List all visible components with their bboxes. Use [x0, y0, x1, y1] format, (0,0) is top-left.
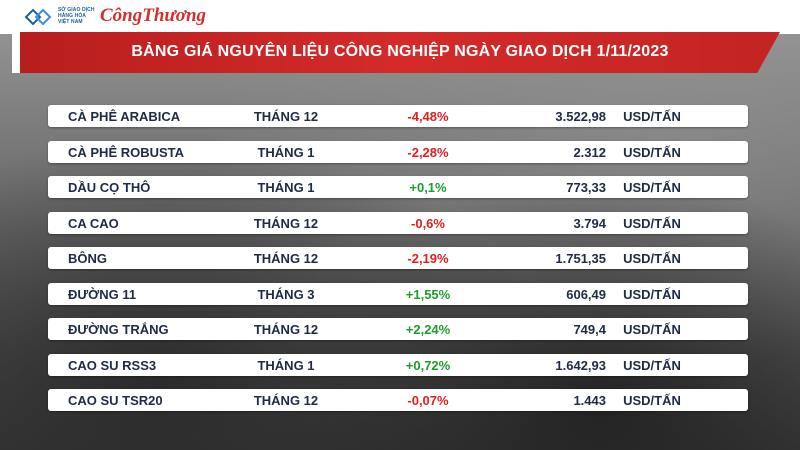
title-bar: BẢNG GIÁ NGUYÊN LIỆU CÔNG NGHIỆP NGÀY GI…	[20, 32, 780, 73]
commodity-name: CÀ PHÊ ROBUSTA	[68, 144, 185, 160]
table-row: CA CAO THÁNG 12 -0,6% 3.794 USD/TẤN	[48, 211, 748, 234]
price-unit: USD/TẤN	[623, 322, 681, 337]
price-unit: USD/TẤN	[623, 180, 681, 195]
commodity-name: CAO SU TSR20	[68, 393, 163, 408]
price-value: 1.751,35	[555, 251, 606, 266]
price-value: 1.642,93	[555, 357, 606, 373]
price-unit: USD/TẤN	[623, 393, 681, 408]
table-row: CÀ PHÊ ARABICA THÁNG 12 -4,48% 3.522,98 USD/…	[48, 105, 748, 127]
price-change: +0,1%	[409, 180, 447, 195]
exchange-logo-icon	[24, 8, 52, 26]
price-unit: USD/TẤN	[623, 286, 681, 302]
price-change: -0,6%	[411, 215, 445, 231]
contract-month: THÁNG 1	[257, 180, 315, 195]
table-row: ĐƯỜNG 11 THÁNG 3 +1,55% 606,49 USD/TẤN	[48, 282, 748, 305]
contract-month: THÁNG 12	[253, 215, 319, 231]
table-row: DẦU CỌ THÔ THÁNG 1 +0,1% 773,33 USD/TẤN	[48, 176, 748, 198]
price-value: 606,49	[566, 286, 606, 302]
page-title: BẢNG GIÁ NGUYÊN LIỆU CÔNG NGHIỆP NGÀY GI…	[131, 43, 669, 60]
commodity-name: ĐƯỜNG 11	[68, 286, 137, 302]
price-change: +0,72%	[405, 357, 451, 373]
price-value: 1.443	[573, 393, 606, 408]
commodity-name: ĐƯỜNG TRẮNG	[68, 322, 169, 337]
price-change: -0,07%	[407, 393, 449, 408]
table-row: CAO SU RSS3 THÁNG 1 +0,72% 1.642,93 USD/TẤN	[48, 353, 748, 376]
contract-month: THÁNG 12	[253, 322, 319, 337]
price-unit: USD/TẤN	[623, 215, 681, 231]
price-change: -4,48%	[407, 109, 449, 124]
contract-month: THÁNG 1	[257, 357, 315, 373]
header-strip: SỞ GIAO DỊCH HÀNG HÓA VIỆT NAM CôngThươn…	[0, 0, 800, 34]
table-row: CAO SU TSR20 THÁNG 12 -0,07% 1.443 USD/TẤN	[48, 389, 748, 411]
title-accent	[12, 10, 20, 73]
contract-month: THÁNG 12	[253, 109, 319, 124]
contract-month: THÁNG 12	[253, 393, 319, 408]
exchange-logo-text: SỞ GIAO DỊCH HÀNG HÓA VIỆT NAM	[58, 7, 95, 25]
price-unit: USD/TẤN	[623, 357, 681, 373]
price-unit: USD/TẤN	[623, 251, 681, 266]
commodity-name: CAO SU RSS3	[68, 357, 157, 373]
table-row: CÀ PHÊ ROBUSTA THÁNG 1 -2,28% 2.312 USD/TẤN	[48, 140, 748, 163]
brand-logo: CôngThương	[100, 5, 207, 26]
contract-month: THÁNG 12	[253, 251, 319, 266]
price-value: 3.794	[573, 215, 606, 231]
price-value: 749,4	[573, 322, 606, 337]
price-unit: USD/TẤN	[623, 144, 681, 160]
price-value: 3.522,98	[555, 109, 606, 124]
commodity-name: CA CAO	[68, 215, 119, 231]
contract-month: THÁNG 1	[257, 144, 315, 160]
commodity-name: CÀ PHÊ ARABICA	[68, 109, 181, 124]
price-value: 2.312	[573, 144, 606, 160]
price-unit: USD/TẤN	[623, 109, 681, 124]
commodity-name: BÔNG	[68, 251, 107, 266]
table-row: BÔNG THÁNG 12 -2,19% 1.751,35 USD/TẤN	[48, 247, 748, 269]
commodity-name: DẦU CỌ THÔ	[68, 180, 151, 195]
price-value: 773,33	[566, 180, 606, 195]
price-change: +2,24%	[405, 322, 451, 337]
price-change: -2,19%	[407, 251, 449, 266]
price-change: +1,55%	[405, 286, 451, 302]
price-change: -2,28%	[407, 144, 449, 160]
contract-month: THÁNG 3	[257, 286, 315, 302]
table-row: ĐƯỜNG TRẮNG THÁNG 12 +2,24% 749,4 USD/TẤN	[48, 318, 748, 340]
